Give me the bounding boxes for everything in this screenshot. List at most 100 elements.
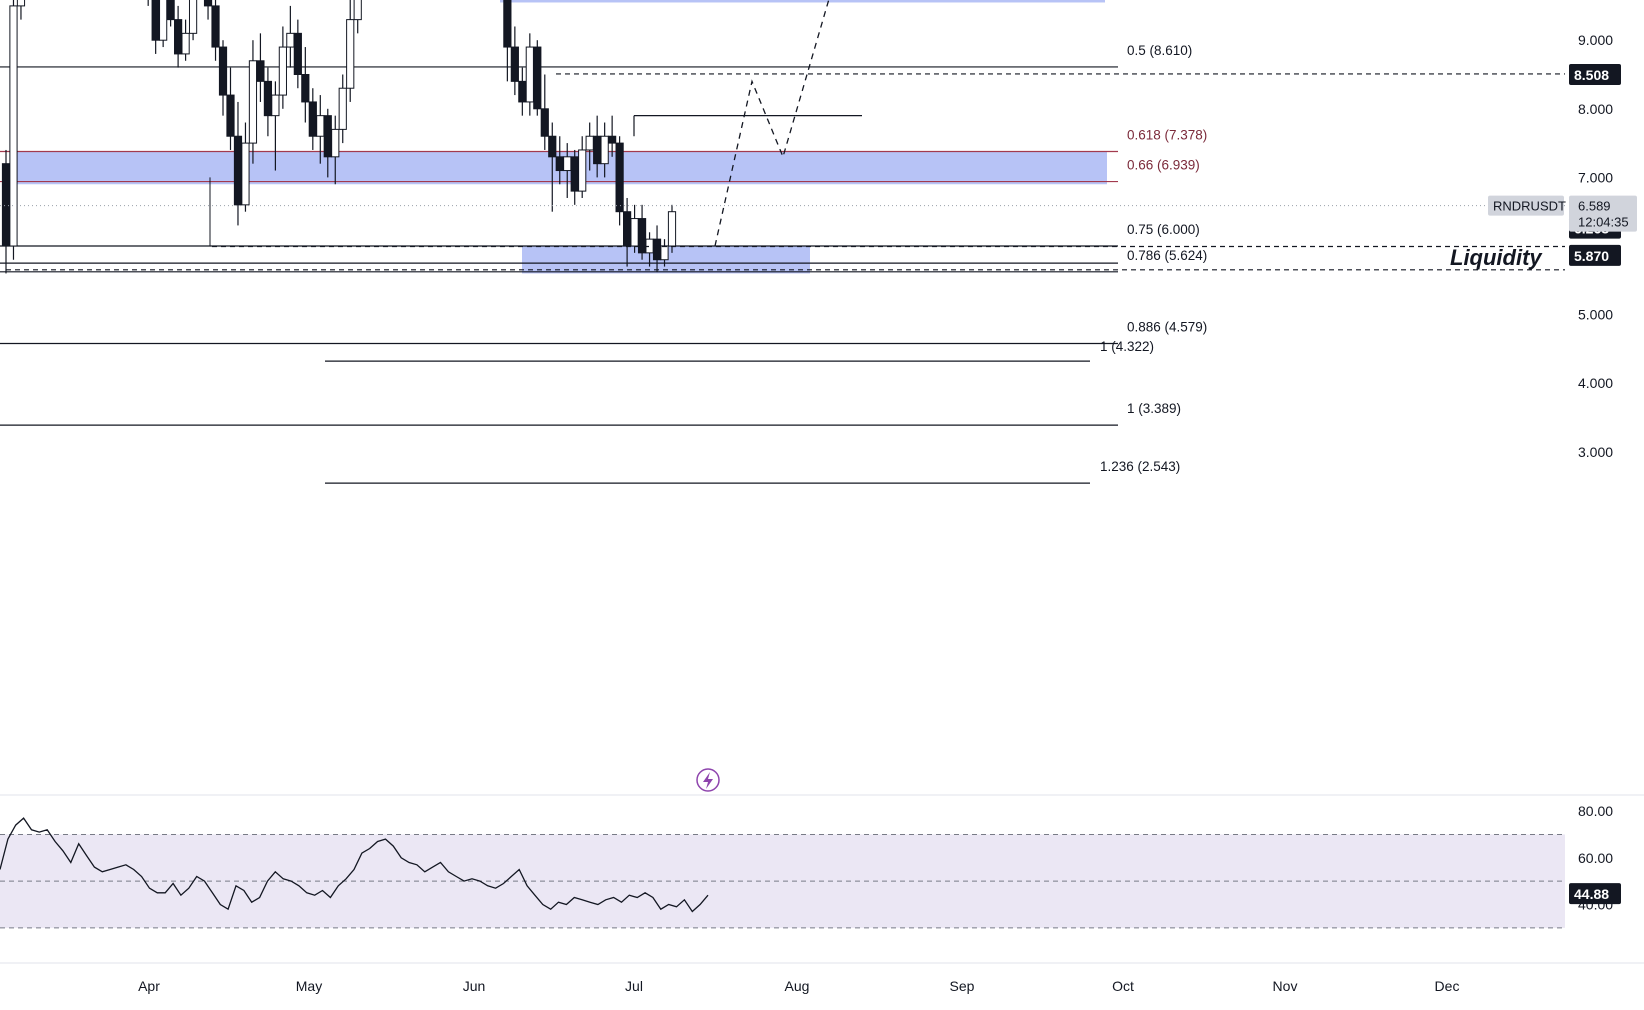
price-axis[interactable]: 13.00012.00011.00010.0009.0008.0007.0005…: [1578, 0, 1621, 913]
rsi-tag-bg: [1569, 883, 1621, 905]
candle-body-67: [503, 0, 512, 48]
rsi-line: [0, 817, 709, 913]
last-price-tag-bg: [1569, 195, 1637, 232]
candle-body-42: [316, 115, 325, 137]
annotations-layer: Liquidity: [0, 0, 1565, 792]
candle-body-1: [9, 5, 18, 247]
candle-body-79: [593, 135, 602, 165]
price-tick-label-7: 5.000: [1578, 307, 1613, 323]
time-axis[interactable]: Apr May Jun Jul Aug Sep Oct Nov Dec: [0, 962, 1644, 994]
candle-body-70: [525, 46, 534, 103]
candle-body-28: [211, 5, 220, 48]
time-tick-label-8: Dec: [1435, 978, 1460, 994]
candle-body-20: [151, 0, 160, 41]
candle-body-32: [241, 142, 250, 206]
candle-body-34: [256, 60, 265, 82]
fib-label-10: 1 (4.322): [1100, 339, 1154, 354]
liquidity-label: Liquidity: [1450, 245, 1543, 270]
candle-body-88: [660, 245, 669, 261]
price-tag-mid: 8.508: [1574, 67, 1609, 83]
candle-body-27: [203, 0, 213, 7]
candle-body-84: [630, 218, 639, 247]
candle-body-69: [518, 80, 527, 103]
candle-body-30: [226, 94, 235, 137]
rsi-tick-label-1: 60.00: [1578, 850, 1613, 866]
demand-zone-0: [500, 0, 1105, 3]
time-tick-label-4: Aug: [785, 978, 810, 994]
candle-body-46: [346, 19, 355, 89]
candle-body-73: [548, 135, 557, 158]
price-tick-label-9: 3.000: [1578, 444, 1613, 460]
time-tick-label-2: Jun: [463, 978, 486, 994]
price-tag-mid-bg: [1569, 63, 1621, 85]
time-tick-label-1: May: [296, 978, 322, 994]
candle-body-81: [608, 135, 617, 144]
candle-body-24: [181, 32, 190, 55]
candle-body-41: [308, 101, 317, 137]
candle-body-25: [188, 0, 198, 34]
rsi-pane: [0, 794, 1644, 929]
fib-label-5: 0.618 (7.378): [1127, 127, 1207, 142]
fib-label-12: 1.236 (2.543): [1100, 459, 1180, 474]
fib-label-8: 0.786 (5.624): [1127, 248, 1207, 263]
candle-body-85: [637, 218, 647, 254]
candle-body-43: [323, 115, 332, 158]
candle-body-39: [293, 32, 302, 75]
price-tick-label-6: 7.000: [1578, 169, 1613, 185]
time-tick-label-6: Oct: [1112, 978, 1134, 994]
time-tick-label-7: Nov: [1273, 978, 1298, 994]
fib-label-11: 1 (3.389): [1127, 401, 1181, 416]
countdown-label: 12:04:35: [1578, 215, 1629, 230]
symbol-badge-bg: [1488, 195, 1564, 216]
candle-body-75: [563, 156, 572, 172]
candle-body-45: [338, 87, 347, 130]
candle-body-80: [600, 135, 609, 165]
candle-body-74: [555, 156, 564, 172]
price-tick-label-5: 8.000: [1578, 101, 1613, 117]
candle-body-77: [578, 149, 587, 192]
candle-body-68: [510, 46, 519, 82]
fib-label-9: 0.886 (4.579): [1127, 319, 1207, 334]
candle-body-78: [585, 135, 594, 151]
candle-body-33: [248, 60, 258, 144]
price-tick-label-8: 4.000: [1578, 375, 1613, 391]
candle-body-72: [540, 108, 549, 137]
fib-label-6: 0.66 (6.939): [1127, 158, 1200, 173]
last-price-tag: 6.589: [1578, 199, 1611, 214]
candle-body-21: [159, 0, 168, 41]
candle-body-29: [218, 46, 228, 96]
candle-body-40: [301, 74, 310, 103]
price-tick-label-4: 9.000: [1578, 32, 1613, 48]
candle-body-71: [533, 46, 542, 110]
candle-body-83: [623, 211, 632, 247]
candle-body-87: [652, 238, 662, 261]
fib-label-4: 0.5 (8.610): [1127, 43, 1192, 58]
candle-body-82: [615, 142, 624, 213]
price-tag-low2-bg: [1569, 244, 1621, 266]
candle-body-22: [166, 0, 175, 21]
projection-path: [714, 0, 830, 247]
candle-body-36: [271, 94, 280, 117]
candle-body-76: [570, 156, 579, 192]
price-tags-layer: 13.8388.5086.2685.870RNDRUSDT6.58912:04:…: [1488, 63, 1637, 905]
candle-body-47: [353, 0, 362, 21]
candle-body-0: [1, 163, 11, 247]
time-tick-label-0: Apr: [138, 978, 160, 994]
price-tag-low2: 5.870: [1574, 248, 1609, 264]
candle-body-23: [174, 19, 183, 55]
candle-body-2: [16, 0, 26, 7]
symbol-badge: RNDRUSDT: [1493, 199, 1566, 214]
candle-body-31: [233, 135, 243, 206]
rsi-tick-label-0: 80.00: [1578, 803, 1613, 819]
candle-body-35: [263, 80, 273, 117]
fib-lines-layer: 0.09 (12.892)0.146 (12.307)0.236 (11.367…: [0, 43, 1207, 484]
candle-body-37: [278, 46, 287, 96]
rsi-band: [0, 834, 1565, 928]
candle-body-38: [286, 32, 295, 48]
fib-label-7: 0.75 (6.000): [1127, 222, 1200, 237]
time-tick-label-3: Jul: [625, 978, 643, 994]
lightning-glyph: [703, 772, 713, 789]
time-tick-label-5: Sep: [950, 978, 975, 994]
candle-body-89: [667, 211, 677, 247]
